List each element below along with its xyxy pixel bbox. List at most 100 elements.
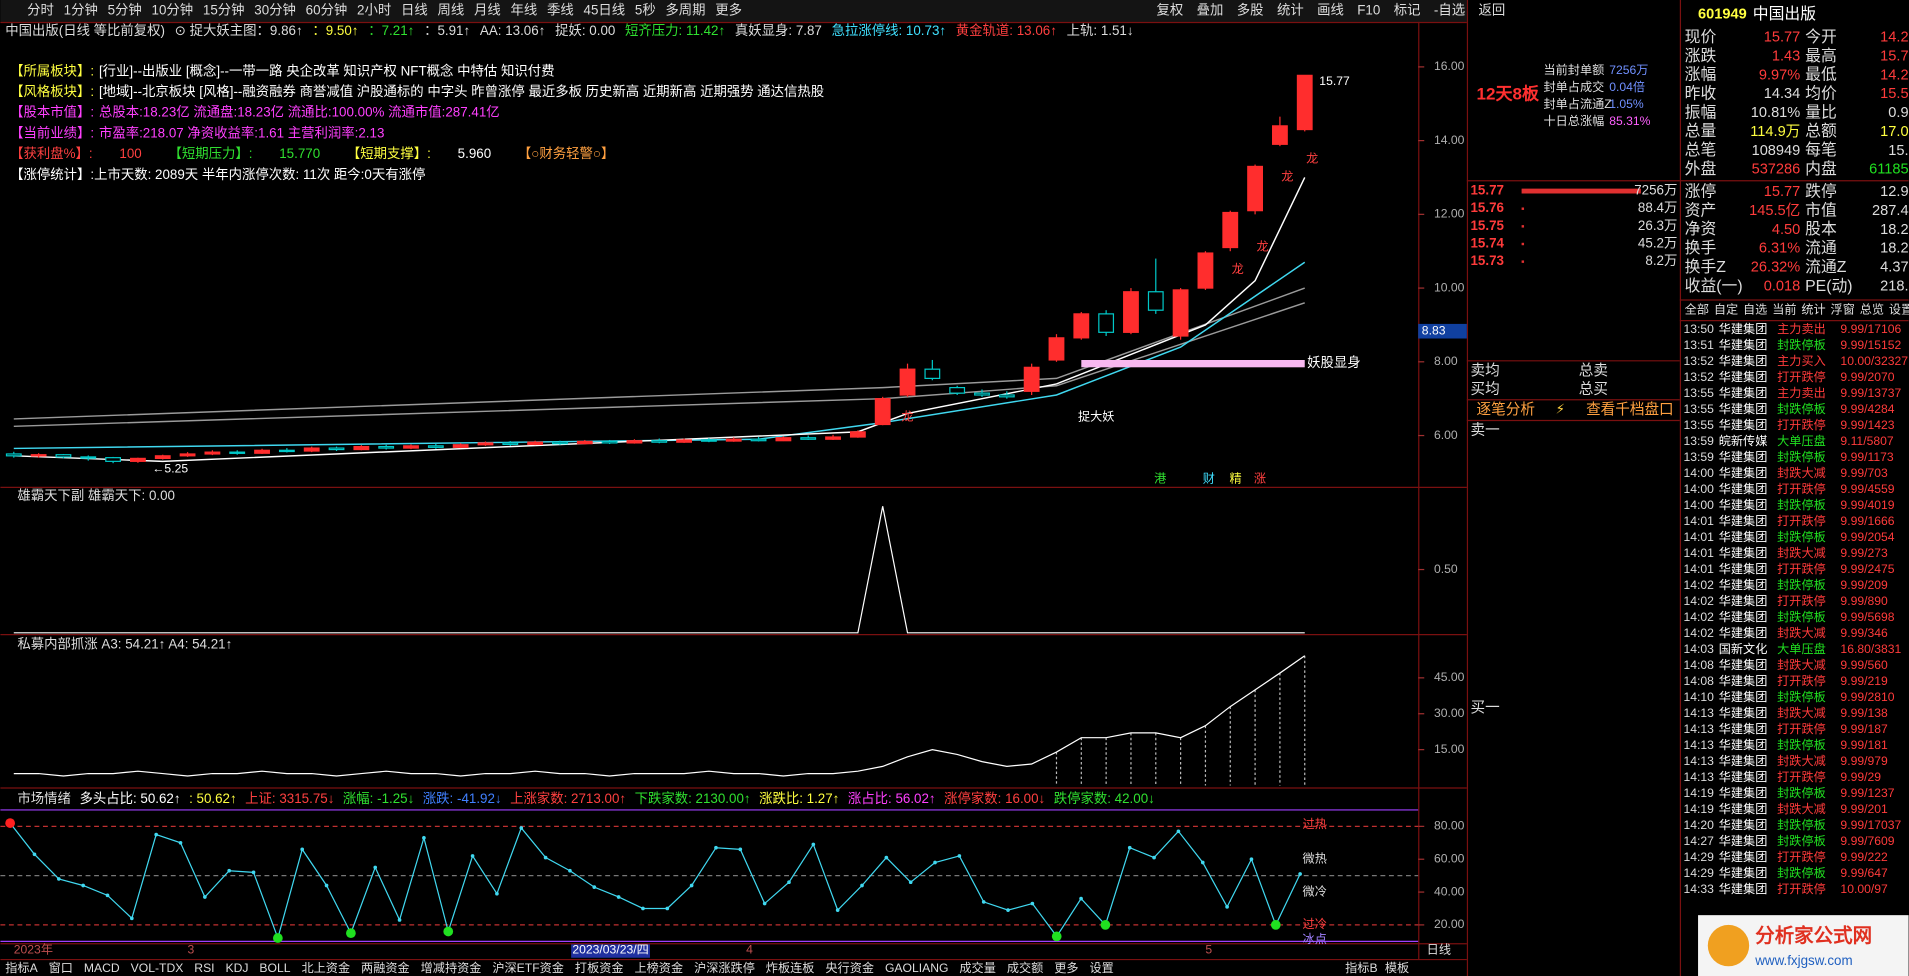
tick-action: 主力卖出: [1777, 386, 1826, 400]
period-tab[interactable]: 更多: [715, 1, 742, 17]
tick-deal: 9.99/2475: [1840, 562, 1894, 576]
quote-label: 总额: [1805, 122, 1837, 140]
candle-body: [998, 394, 1015, 398]
tick-time: 13:59: [1683, 434, 1714, 448]
list-tab[interactable]: 总览: [1860, 302, 1884, 317]
annotation: 龙: [1232, 262, 1244, 276]
period-tab[interactable]: 月线: [474, 2, 501, 17]
list-tab[interactable]: 自选: [1743, 303, 1767, 317]
indicator-tab[interactable]: 沪深ETF资金: [492, 960, 564, 975]
period-tab[interactable]: 季线: [547, 2, 574, 17]
date-label: 4: [746, 943, 753, 957]
period-tab[interactable]: 5秒: [635, 2, 656, 17]
tick-deal: 9.99/219: [1840, 674, 1888, 688]
period-tab[interactable]: 周线: [438, 2, 465, 17]
seal-value: 85.31%: [1609, 114, 1650, 128]
date-label: 3: [188, 943, 195, 957]
sell-one: 卖一: [1470, 422, 1499, 439]
indicator-tab[interactable]: 指标B: [1345, 960, 1377, 975]
indicator-tab[interactable]: 两融资金: [361, 960, 410, 975]
list-tab[interactable]: 自定: [1714, 302, 1738, 317]
period-tab[interactable]: 1分钟: [64, 1, 98, 17]
indicator-tab[interactable]: RSI: [194, 961, 214, 975]
indicator-tab[interactable]: 打板资金: [575, 960, 624, 975]
indicator-tab[interactable]: 成交量: [959, 960, 995, 975]
quote-label: 股本: [1805, 220, 1837, 238]
quote-value: 15.77: [1764, 30, 1801, 46]
indicator-tab[interactable]: 北上资金: [301, 960, 350, 975]
tick-deal: 9.99/273: [1840, 546, 1888, 560]
indicator-tab[interactable]: MACD: [84, 961, 120, 975]
order-dot: [1521, 260, 1525, 263]
tag: 财: [1203, 472, 1215, 486]
list-tab[interactable]: 当前: [1772, 302, 1796, 317]
tick-time: 14:08: [1683, 658, 1714, 672]
indicator-tab[interactable]: VOL-TDX: [131, 961, 184, 975]
tick-deal: 9.99/181: [1840, 738, 1888, 752]
tick-deal: 9.99/647: [1840, 866, 1888, 880]
tick-time: 14:13: [1683, 722, 1714, 736]
indicator-value: ：7.21↑: [368, 23, 414, 38]
toolbar-button[interactable]: 多股: [1237, 1, 1264, 17]
toolbar-button[interactable]: 叠加: [1197, 2, 1224, 17]
period-tab[interactable]: 15分钟: [203, 1, 245, 17]
period-tab[interactable]: 日线: [401, 2, 428, 17]
indicator-tab[interactable]: KDJ: [226, 961, 249, 975]
toolbar-button[interactable]: 画线: [1317, 2, 1344, 17]
indicator-tab[interactable]: 成交额: [1007, 960, 1043, 975]
toolbar-button[interactable]: 统计: [1277, 2, 1304, 17]
toolbar-button[interactable]: F10: [1357, 2, 1380, 17]
indicator-tab[interactable]: 炸板连板: [766, 960, 815, 975]
indicator-value: 急拉涨停线: 10.73↑: [832, 22, 946, 38]
list-tab[interactable]: 浮窗: [1831, 303, 1855, 317]
panel-title: 雄霸天下副 雄霸天下: 0.00: [17, 488, 175, 503]
toolbar-button[interactable]: 标记: [1394, 2, 1421, 17]
tick-action: 打开跌停: [1777, 593, 1826, 608]
toolbar-button[interactable]: -自选: [1434, 2, 1465, 17]
link[interactable]: 查看千档盘口: [1586, 400, 1674, 418]
indicator-tab[interactable]: 设置: [1090, 961, 1114, 975]
candle-body: [1222, 211, 1239, 249]
tick-stock: 华建集团: [1719, 849, 1768, 864]
indicator-tab[interactable]: BOLL: [259, 961, 290, 975]
period-tab[interactable]: 2小时: [357, 2, 391, 17]
list-tab[interactable]: 统计: [1801, 303, 1825, 317]
tick-deal: 9.99/17106: [1840, 322, 1901, 336]
sentiment-point: [346, 928, 356, 938]
indicator-tab[interactable]: 窗口: [49, 961, 73, 975]
panel-title: : 50.62↑: [189, 791, 237, 806]
sentiment-point: [1176, 829, 1181, 834]
candle-body: [1123, 291, 1139, 333]
indicator-tab[interactable]: 模板: [1385, 961, 1409, 975]
sentiment-point: [1030, 901, 1035, 906]
period-tab[interactable]: 60分钟: [306, 1, 348, 17]
indicator-tab[interactable]: GAOLIANG: [885, 961, 949, 975]
period-tab[interactable]: 分时: [27, 2, 54, 17]
period-tab[interactable]: 年线: [511, 2, 538, 17]
indicator-tab[interactable]: 央行资金: [825, 960, 874, 975]
quote-label: 外盘: [1685, 159, 1717, 178]
indicator-tab[interactable]: 沪深涨跌停: [694, 960, 755, 975]
quote-label: 总量: [1685, 122, 1717, 140]
quote-label: 涨跌: [1685, 47, 1717, 65]
toolbar-button[interactable]: 复权: [1157, 1, 1184, 17]
tick-stock: 华建集团: [1719, 721, 1768, 736]
sentiment-point: [470, 854, 475, 858]
toolbar-button[interactable]: 返回: [1478, 2, 1505, 17]
tick-time: 14:13: [1683, 754, 1714, 768]
tick-deal: 9.99/1173: [1840, 450, 1893, 464]
sentiment-point: [519, 826, 524, 830]
period-tab[interactable]: 5分钟: [108, 1, 142, 17]
period-tab[interactable]: 多周期: [665, 1, 705, 17]
indicator-tab[interactable]: 上榜资金: [635, 960, 684, 975]
period-tab[interactable]: 10分钟: [152, 1, 194, 17]
list-tab[interactable]: 设置: [1889, 303, 1909, 317]
tab[interactable]: 逐笔分析: [1477, 401, 1535, 418]
period-tab[interactable]: 30分钟: [254, 1, 296, 17]
period-tab[interactable]: 45日线: [584, 2, 626, 17]
indicator-tab[interactable]: 指标A: [5, 960, 38, 975]
indicator-tab[interactable]: 增减持资金: [421, 960, 482, 975]
tick-deal: 9.99/979: [1840, 754, 1888, 768]
indicator-tab[interactable]: 更多: [1054, 961, 1078, 975]
list-tab[interactable]: 全部: [1685, 302, 1709, 317]
